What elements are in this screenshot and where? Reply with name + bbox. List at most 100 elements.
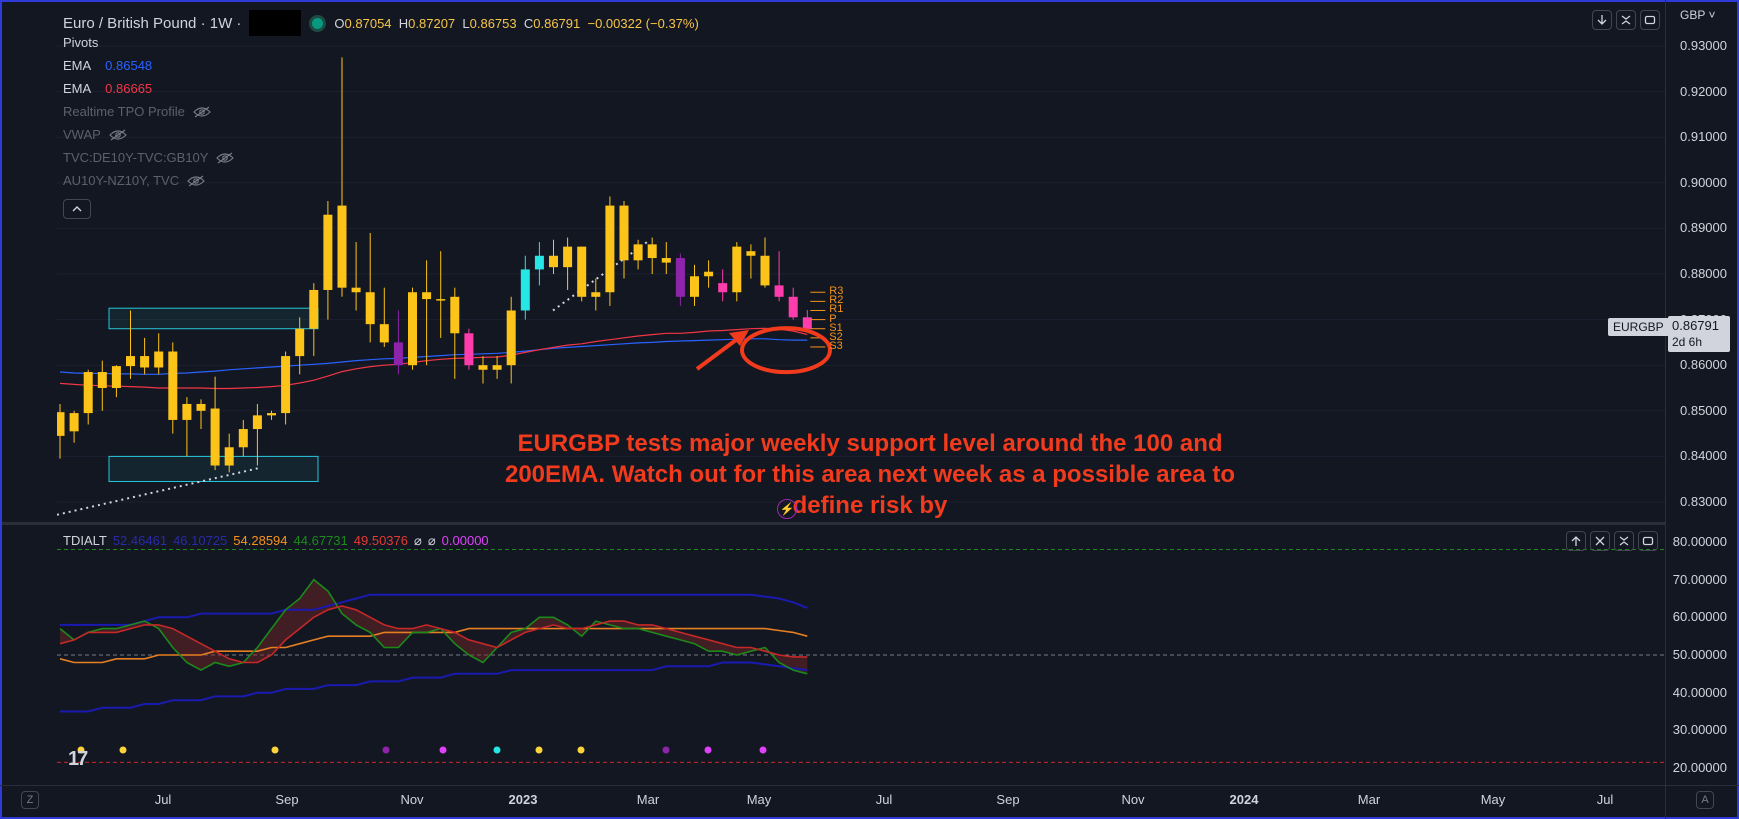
- mid-line: [59, 627, 808, 664]
- oscillator-value: ⌀: [427, 533, 436, 548]
- bar-countdown: 2d 6h: [1672, 335, 1703, 349]
- signal-dot: [382, 746, 390, 754]
- oscillator-axis-label: 70.00000: [1672, 571, 1727, 587]
- candle: [450, 287, 460, 379]
- candle: [534, 242, 544, 286]
- oscillator-axis-label: 30.00000: [1672, 722, 1727, 738]
- indicator-name: EMA: [63, 58, 92, 73]
- eye-hidden-icon[interactable]: [108, 129, 127, 141]
- oscillator-value: 52.46461: [112, 533, 168, 548]
- oscillator-legend[interactable]: TDIALT 52.46461 46.10725 54.28594 44.67731 4…: [63, 533, 489, 549]
- remove-pane-button[interactable]: [1590, 531, 1610, 551]
- price-scale[interactable]: [1665, 0, 1739, 819]
- highlight-circle: [740, 326, 832, 375]
- signal-dot: [493, 746, 501, 754]
- collapse-legend-button[interactable]: [63, 199, 91, 219]
- indicator-row[interactable]: Realtime TPO Profile: [63, 104, 211, 119]
- maximize-oscillator-button[interactable]: [1638, 531, 1658, 551]
- candle: [57, 403, 65, 459]
- collapse-pane-button[interactable]: [1616, 10, 1636, 30]
- indicator-name: Pivots: [63, 35, 99, 50]
- last-price-tag: 0.86791 2d 6h: [1668, 316, 1730, 352]
- candle: [774, 251, 784, 302]
- maximize-icon: [1644, 15, 1656, 25]
- move-pane-down-button[interactable]: [1592, 10, 1612, 30]
- collapse-icon: [1621, 15, 1631, 25]
- time-label: May: [746, 792, 772, 807]
- indicator-row[interactable]: AU10Y-NZ10Y, TVC: [63, 173, 205, 188]
- oscillator-chart[interactable]: [57, 525, 1665, 785]
- signal-dot: [535, 746, 543, 754]
- symbol-title[interactable]: Euro / British Pound · 1W ·: [63, 14, 242, 32]
- oscillator-pane-controls: [1566, 531, 1658, 551]
- time-label: Jul: [1596, 792, 1614, 807]
- oscillator-axis-label: 50.00000: [1672, 647, 1727, 662]
- candle: [647, 237, 657, 274]
- eye-hidden-icon[interactable]: [193, 106, 211, 118]
- candle: [97, 360, 107, 411]
- time-scale[interactable]: Z Jul Sep Nov 2023 Mar May Jul Sep Nov 2024 Mar May…: [0, 785, 1739, 819]
- indicator-name: AU10Y-NZ10Y, TVC: [63, 173, 180, 188]
- redacted-block: [249, 10, 302, 36]
- candle: [210, 376, 220, 471]
- eye-hidden-icon[interactable]: [187, 175, 205, 187]
- candle: [422, 260, 432, 366]
- pivot-label: R3: [829, 285, 844, 298]
- time-label: May: [1480, 792, 1506, 807]
- candle: [224, 433, 234, 473]
- pane-separator[interactable]: [2, 522, 1665, 525]
- time-label: Sep: [996, 792, 1020, 807]
- oscillator-value: 44.67731: [293, 533, 348, 548]
- currency-selector[interactable]: GBP ˅: [1680, 8, 1715, 22]
- oscillator-pane[interactable]: [2, 525, 1665, 785]
- ema-slow-line: [59, 327, 808, 390]
- indicator-row[interactable]: EMA 0.86548: [63, 58, 152, 73]
- candle: [605, 196, 615, 306]
- price-label: 0.91000: [1680, 129, 1727, 145]
- arrow-line: [695, 335, 742, 371]
- candle: [337, 57, 347, 297]
- oscillator-value: 0.00000: [441, 533, 489, 548]
- candle: [69, 410, 79, 443]
- oscillator-axis-label: 40.00000: [1672, 684, 1727, 700]
- candle: [690, 264, 699, 306]
- signal-dot: [704, 746, 712, 754]
- move-pane-up-button[interactable]: [1566, 531, 1586, 551]
- candle: [379, 287, 389, 347]
- price-chart[interactable]: [57, 2, 1665, 520]
- lightning-icon[interactable]: ⚡: [777, 499, 797, 519]
- candle: [393, 310, 403, 375]
- candle: [478, 356, 488, 384]
- auto-scale-button[interactable]: A: [1696, 791, 1714, 809]
- price-label: 0.86000: [1680, 357, 1727, 373]
- indicator-row[interactable]: TVC:DE10Y-TVC:GB10Y: [63, 150, 235, 165]
- price-label: 0.85000: [1680, 402, 1727, 418]
- pivot-label: S2: [829, 330, 843, 343]
- candle: [365, 232, 375, 343]
- indicator-row[interactable]: VWAP: [63, 127, 127, 142]
- oscillator-name[interactable]: TDIALT: [63, 533, 107, 548]
- tradingview-logo[interactable]: 17: [68, 748, 88, 770]
- indicator-row[interactable]: EMA 0.86665: [63, 81, 152, 96]
- signal-dot: [77, 746, 85, 754]
- pivot-label: S3: [829, 339, 843, 352]
- candle: [140, 337, 150, 375]
- symbol-header[interactable]: Euro / British Pound · 1W · O0.87054 H0.…: [63, 10, 699, 36]
- oscillator-value: 49.50376: [353, 533, 408, 548]
- eye-hidden-icon[interactable]: [216, 152, 235, 164]
- maximize-pane-button[interactable]: [1640, 10, 1660, 30]
- candle: [718, 269, 728, 302]
- collapse-oscillator-button[interactable]: [1614, 531, 1634, 551]
- indicator-row[interactable]: Pivots: [63, 35, 98, 50]
- chart-annotation[interactable]: EURGBP tests major weekly support level …: [470, 428, 1270, 521]
- ema-fast-line: [59, 338, 808, 375]
- candle: [168, 342, 178, 434]
- price-label: 0.84000: [1680, 448, 1727, 464]
- candle: [126, 310, 135, 379]
- price-pane[interactable]: [2, 2, 1665, 522]
- candle: [323, 201, 333, 320]
- candle: [309, 283, 319, 357]
- timezone-button[interactable]: Z: [21, 791, 39, 809]
- indicator-value: 0.86548: [105, 58, 153, 73]
- signal-dot: [662, 746, 670, 754]
